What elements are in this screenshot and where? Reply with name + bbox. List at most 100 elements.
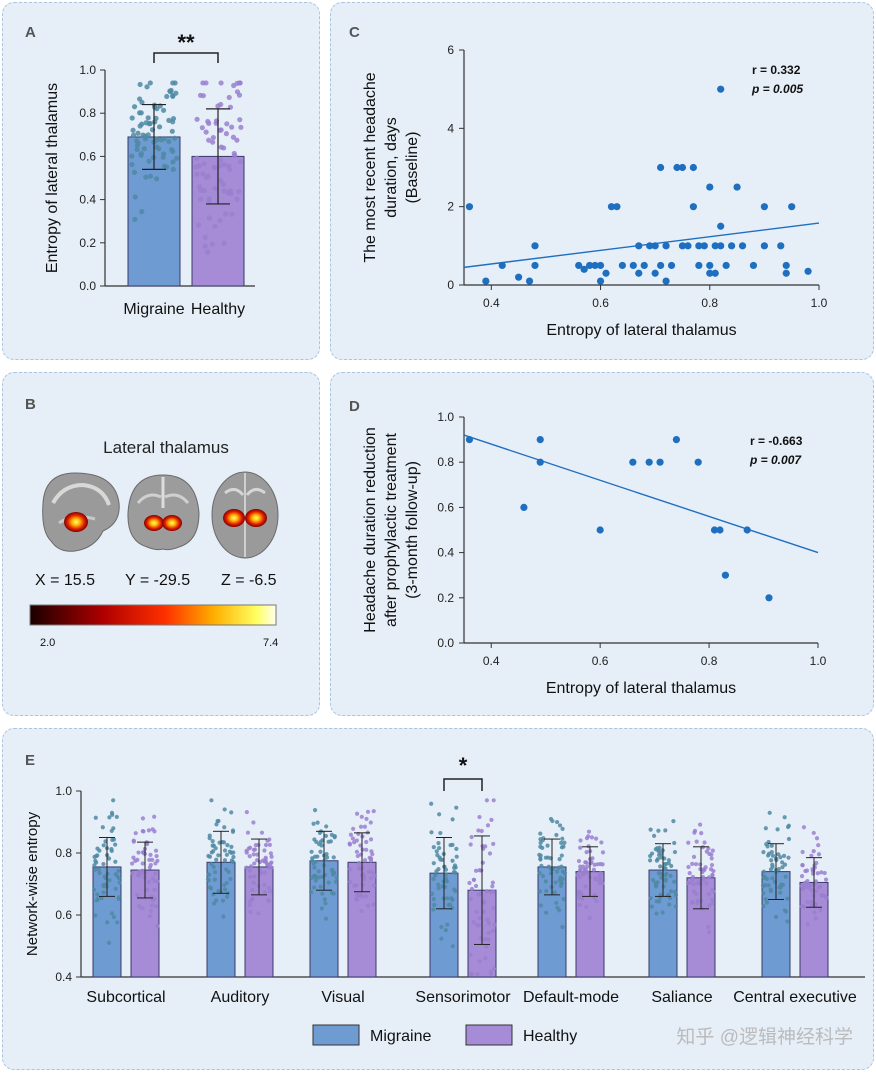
data-point — [198, 196, 204, 202]
data-point — [252, 861, 257, 866]
y-tick-label: 4 — [447, 121, 454, 135]
data-point — [491, 798, 496, 803]
data-point — [578, 864, 583, 869]
bar-migraine-auditory — [206, 861, 236, 978]
scatter-point — [651, 242, 659, 250]
data-point — [690, 899, 695, 905]
scatter-point — [689, 203, 697, 211]
data-point — [443, 867, 449, 872]
data-point — [318, 839, 323, 844]
data-point — [227, 849, 232, 854]
data-point — [110, 837, 115, 842]
data-point — [166, 117, 172, 123]
panel-label-d: D — [349, 398, 360, 415]
scatter-point — [629, 261, 637, 270]
data-point — [709, 897, 715, 902]
data-point — [561, 897, 566, 902]
panel-d: D 0.0 0.2 0.4 0.6 0.8 1.0 0.4 0.6 0.8 1.0 Entropy … — [330, 372, 874, 716]
data-point — [156, 146, 162, 152]
data-point — [217, 218, 223, 224]
data-point — [468, 971, 474, 976]
y-tick-label: 0.6 — [437, 500, 454, 514]
data-point — [152, 119, 158, 125]
data-point — [580, 896, 585, 901]
data-point — [135, 857, 140, 863]
data-point — [486, 921, 492, 926]
data-point — [312, 808, 318, 813]
data-point — [541, 836, 546, 841]
scatter-point — [640, 261, 648, 270]
data-point — [694, 839, 699, 844]
data-point — [799, 883, 804, 889]
data-point — [309, 875, 315, 880]
data-point — [454, 854, 459, 859]
data-point — [170, 159, 176, 165]
data-point — [363, 894, 368, 899]
data-point — [214, 857, 219, 862]
data-point — [780, 882, 786, 888]
data-point — [371, 808, 376, 814]
data-point — [101, 861, 106, 867]
data-point — [209, 798, 214, 803]
data-point — [813, 888, 818, 894]
data-point — [686, 864, 691, 870]
data-point — [224, 894, 230, 899]
scatter-point — [743, 526, 751, 534]
y-tick-label: 0.4 — [55, 970, 72, 984]
data-point — [323, 901, 328, 906]
scatter-point — [717, 242, 725, 250]
scatter-point — [673, 163, 681, 172]
data-point — [152, 814, 157, 819]
scatter-point — [777, 242, 785, 250]
data-point — [761, 875, 766, 880]
data-point — [799, 904, 804, 909]
data-point — [96, 867, 101, 872]
data-point — [365, 903, 371, 908]
data-point — [783, 874, 788, 879]
data-point — [672, 879, 677, 884]
data-point — [308, 890, 314, 895]
data-point — [438, 830, 443, 836]
data-point — [138, 150, 144, 157]
data-point — [776, 852, 781, 857]
data-point — [812, 910, 817, 915]
data-point — [554, 832, 559, 838]
scatter-point — [716, 526, 724, 534]
data-point — [93, 858, 98, 863]
data-point — [322, 897, 327, 902]
data-point — [817, 884, 823, 889]
data-point — [485, 823, 491, 828]
chart-e: E Migraine Healthy 知乎 @逻辑神经科学 0.4 0.6 0.8 1… — [24, 752, 865, 1048]
data-point — [600, 850, 606, 855]
data-point — [116, 868, 121, 874]
scatter-point — [733, 183, 741, 191]
data-point — [452, 863, 458, 868]
data-point — [215, 819, 220, 824]
data-point — [218, 101, 224, 108]
data-point — [810, 888, 815, 893]
y-tick-label: 0.0 — [437, 636, 454, 650]
data-point — [268, 889, 273, 894]
data-point — [196, 222, 202, 228]
x-tick-label: Subcortical — [86, 989, 165, 1006]
scatter-point — [580, 265, 588, 273]
data-point — [211, 892, 216, 897]
data-point — [323, 833, 329, 839]
data-point — [134, 138, 140, 144]
scatter-point — [706, 269, 714, 277]
data-point — [562, 871, 568, 876]
data-point — [145, 115, 151, 121]
colorbar — [29, 604, 277, 626]
data-point — [169, 146, 175, 153]
data-point — [146, 879, 151, 885]
y-axis-label: Network-wise entropy — [24, 811, 41, 956]
data-point — [222, 825, 227, 830]
data-point — [141, 870, 146, 876]
data-point — [209, 850, 214, 855]
data-point — [134, 143, 140, 149]
data-point — [431, 897, 436, 902]
data-point — [454, 846, 459, 851]
data-point — [158, 137, 164, 143]
data-point — [658, 892, 663, 897]
data-point — [559, 840, 564, 845]
